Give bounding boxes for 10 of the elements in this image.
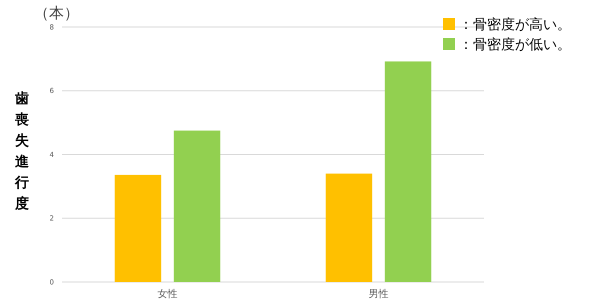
- x-tick-label: 男性: [368, 288, 388, 300]
- bar: [174, 130, 220, 282]
- text: （本）: [34, 4, 79, 22]
- x-tick-label: 女性: [158, 288, 178, 300]
- bar: [114, 174, 162, 282]
- y-axis-title: 歯喪失進行度: [14, 91, 30, 212]
- legend-label: ：骨密度が低い。: [459, 36, 571, 53]
- bar: [384, 61, 432, 282]
- legend-label: ：骨密度が高い。: [459, 16, 571, 33]
- bar: [326, 174, 372, 282]
